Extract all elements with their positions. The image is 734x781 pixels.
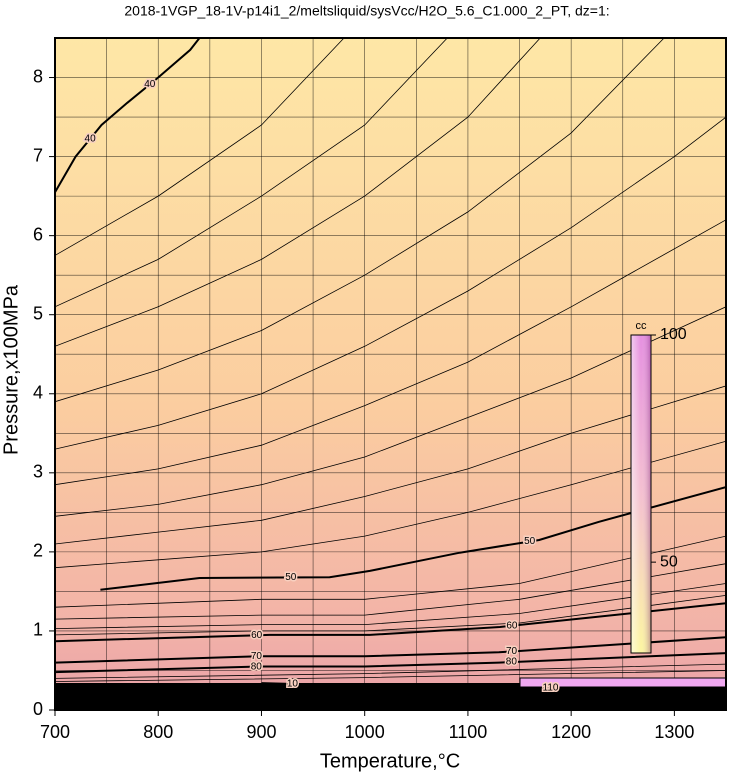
x-axis-label: Temperature,°C	[320, 750, 460, 772]
contour-line	[55, 652, 726, 674]
contour-label: 80	[251, 661, 263, 672]
contour-line	[55, 38, 345, 256]
plot-frame	[54, 37, 727, 711]
y-tick-label: 1	[33, 620, 43, 640]
contour-label: 50	[524, 536, 536, 547]
y-tick-label: 3	[33, 462, 43, 482]
contour-label: 70	[251, 651, 263, 662]
contour-line	[55, 38, 448, 308]
contour-line	[55, 38, 665, 403]
x-tick-label: 1200	[551, 722, 591, 742]
hatched-region	[519, 677, 726, 688]
colorbar: cc 50 100	[630, 320, 687, 654]
contour-line	[261, 682, 324, 686]
plot-background	[55, 38, 726, 710]
contour-line	[55, 636, 726, 664]
x-tick-label: 900	[246, 722, 276, 742]
y-tick-label: 0	[33, 699, 43, 719]
colorbar-tick-label: 50	[660, 553, 678, 570]
contour-label: 50	[285, 572, 297, 583]
contour-line	[55, 38, 201, 193]
contour-label: 110	[543, 683, 559, 694]
colorbar-tick-label: 100	[660, 326, 687, 343]
contour-line	[55, 219, 726, 486]
colorbar-frame	[630, 334, 652, 654]
contours	[55, 38, 726, 710]
contour-label: 60	[506, 620, 518, 631]
contour-label: 40	[144, 79, 156, 90]
contour-line	[55, 38, 541, 347]
contour-line	[55, 583, 726, 629]
y-tick-label: 4	[33, 383, 43, 403]
y-tick-label: 6	[33, 224, 43, 244]
contour-line	[55, 385, 726, 545]
chart-title: 2018-1VGP_18-1V-p14i1_2/meltsliquid/sysV…	[124, 3, 609, 19]
colorbar-label: cc	[636, 320, 648, 332]
contour-label: 80	[506, 657, 518, 668]
contour-line	[55, 535, 726, 608]
contour-line	[55, 116, 726, 450]
contour-line	[55, 595, 726, 636]
contour-line	[55, 663, 726, 679]
contour-line	[55, 602, 726, 643]
contour-line	[100, 486, 726, 591]
contour-label: 40	[85, 134, 97, 145]
contour-line	[55, 306, 726, 517]
y-tick-label: 5	[33, 303, 43, 323]
contour-line	[55, 563, 726, 620]
contour-label: 10	[287, 679, 299, 690]
x-tick-label: 1100	[449, 722, 488, 742]
y-tick-label: 2	[33, 541, 43, 561]
x-tick-label: 800	[143, 722, 173, 742]
contour-label: 70	[506, 646, 518, 657]
contour-line	[55, 440, 726, 569]
y-tick-label: 8	[33, 66, 43, 86]
y-axis-label: Pressure,x100MPa	[0, 284, 22, 455]
y-tick-label: 7	[33, 145, 43, 165]
contour-line	[55, 670, 726, 682]
x-tick-label: 1300	[654, 722, 694, 742]
contour-label: 60	[251, 630, 263, 641]
x-tick-label: 700	[40, 722, 70, 742]
x-tick-label: 1000	[345, 722, 385, 742]
